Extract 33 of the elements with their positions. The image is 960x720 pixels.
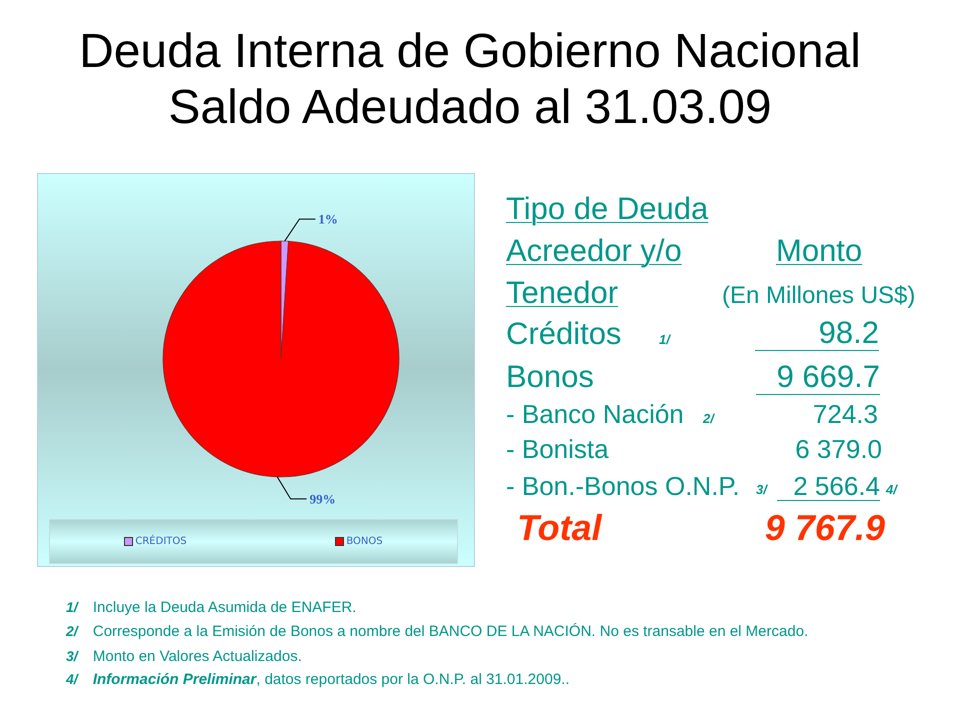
- text: Monto: [776, 232, 862, 268]
- text: - Banco Nación: [506, 398, 684, 429]
- text: 3/: [756, 482, 767, 497]
- text: Tenedor: [506, 274, 618, 310]
- text: 4/: [886, 482, 897, 497]
- text: 2 566.4: [793, 470, 880, 501]
- data-label: 1%: [318, 212, 338, 227]
- data-label: 99%: [310, 491, 336, 506]
- text: Acreedor y/o: [506, 232, 682, 268]
- text: 98.2: [818, 314, 879, 350]
- text: 2/: [703, 410, 714, 426]
- text: 9 669.7: [776, 358, 880, 394]
- legend-label: BONOS: [345, 536, 383, 547]
- text: 3/ Monto en Valores Actualizados.: [66, 648, 302, 665]
- pie-slice: [162, 240, 400, 478]
- text: (En Millones US$): [722, 282, 916, 309]
- text: Total: [517, 507, 602, 548]
- legend-label: CRÉDITOS: [134, 536, 187, 547]
- text: - Bon.-Bonos O.N.P.: [506, 470, 740, 501]
- text: 9 767.9: [764, 507, 885, 548]
- text: Bonos: [506, 358, 594, 394]
- chart-subtitle: Saldo Adeudado al 31.03.09: [168, 81, 772, 134]
- text: 1/ Incluye la Deuda Asumida de ENAFER.: [66, 598, 356, 616]
- text: - Bonista: [506, 434, 609, 464]
- text: 2/ Corresponde a la Emisión de Bonos a nombre del BANCO DE LA NACIÓN. No es transable en el Mercado.: [66, 622, 808, 640]
- text: Tipo de Deuda: [506, 190, 708, 226]
- chart-title: Deuda Interna de Gobierno Nacional: [79, 25, 861, 78]
- text: , datos reportados por la O.N.P. al 31.01.2009..: [256, 670, 570, 688]
- text: 724.3: [812, 398, 878, 429]
- text: 6 379.0: [795, 434, 882, 464]
- text: 1/: [659, 332, 670, 347]
- text: 4/ Información Preliminar: [66, 670, 256, 688]
- text: Créditos: [506, 316, 622, 351]
